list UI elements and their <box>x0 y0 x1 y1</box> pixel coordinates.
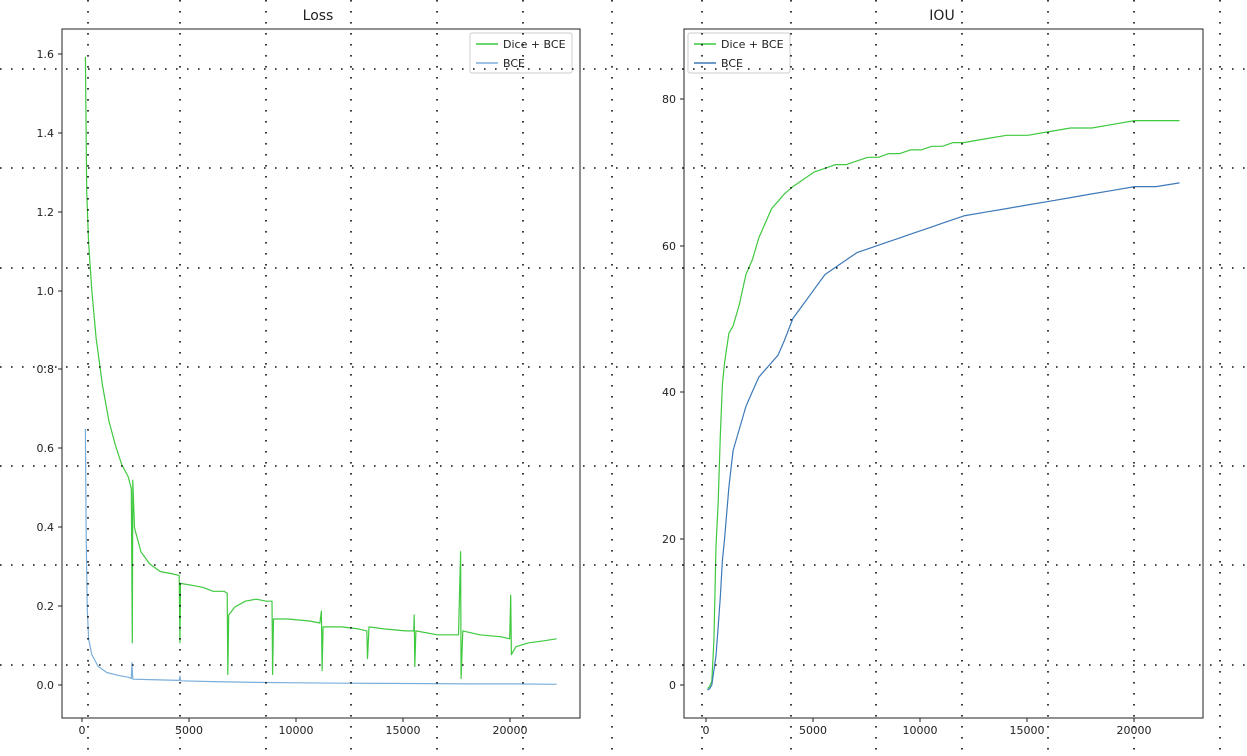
iou-x-ticks: 0 5000 10000 15000 20000 <box>703 718 1152 737</box>
loss-x-tick-label: 20000 <box>493 724 528 737</box>
iou-x-tick-label: 20000 <box>1117 724 1152 737</box>
loss-y-tick-label: 0.0 <box>37 679 55 692</box>
iou-y-ticks: 0 20 40 60 80 <box>662 93 684 692</box>
iou-legend-label: Dice + BCE <box>721 38 784 51</box>
iou-x-tick: 5000 <box>799 718 827 737</box>
loss-x-tick: 0 <box>79 718 86 737</box>
loss-y-tick-label: 1.4 <box>37 127 55 140</box>
loss-y-tick-label: 0.2 <box>37 600 55 613</box>
loss-y-tick: 1.4 <box>37 127 62 140</box>
loss-x-tick-label: 0 <box>79 724 86 737</box>
loss-y-tick: 1.6 <box>37 48 62 61</box>
loss-series-line-bce <box>84 428 557 685</box>
loss-y-tick: 0.0 <box>37 679 62 692</box>
iou-y-tick-label: 0 <box>669 679 676 692</box>
loss-x-tick-label: 10000 <box>279 724 314 737</box>
iou-series-line-dice-bce <box>707 120 1180 690</box>
loss-x-tick: 10000 <box>279 718 314 737</box>
iou-legend: Dice + BCE BCE <box>687 32 791 74</box>
iou-axes-frame <box>683 28 1204 719</box>
loss-legend: Dice + BCE BCE <box>469 32 573 74</box>
iou-x-tick-label: 10000 <box>903 724 938 737</box>
loss-legend-label: Dice + BCE <box>503 38 566 51</box>
loss-chart: Loss 0 5000 10000 15000 20000 0.0 0.2 0.… <box>37 8 581 737</box>
loss-y-tick-label: 0.6 <box>37 442 55 455</box>
loss-series-line-dice-bce <box>84 56 557 679</box>
loss-x-tick: 5000 <box>175 718 203 737</box>
iou-x-tick: 20000 <box>1117 718 1152 737</box>
loss-y-tick-label: 1.6 <box>37 48 55 61</box>
iou-y-tick-label: 20 <box>662 533 676 546</box>
loss-legend-label: BCE <box>503 57 525 70</box>
loss-y-tick-label: 1.2 <box>37 206 55 219</box>
loss-y-tick: 1.0 <box>37 285 62 298</box>
iou-y-tick: 80 <box>662 93 684 106</box>
iou-y-tick: 60 <box>662 240 684 253</box>
loss-y-tick-label: 1.0 <box>37 285 55 298</box>
loss-y-tick: 0.6 <box>37 442 62 455</box>
loss-x-ticks: 0 5000 10000 15000 20000 <box>79 718 528 737</box>
iou-y-tick: 20 <box>662 533 684 546</box>
iou-x-tick-label: 0 <box>703 724 710 737</box>
iou-x-tick-label: 5000 <box>799 724 827 737</box>
iou-y-tick: 0 <box>669 679 684 692</box>
loss-x-tick: 15000 <box>386 718 421 737</box>
loss-y-ticks: 0.0 0.2 0.4 0.6 0.8 1.0 1.2 1.4 1.6 <box>37 48 62 692</box>
loss-x-tick: 20000 <box>493 718 528 737</box>
iou-x-tick: 0 <box>703 718 710 737</box>
iou-y-tick-label: 60 <box>662 240 676 253</box>
loss-y-tick: 0.4 <box>37 521 62 534</box>
iou-x-tick: 10000 <box>903 718 938 737</box>
loss-plot-area <box>84 56 557 685</box>
iou-y-tick-label: 40 <box>662 386 676 399</box>
loss-x-tick-label: 15000 <box>386 724 421 737</box>
iou-chart-title: IOU <box>929 8 954 24</box>
loss-y-tick: 1.2 <box>37 206 62 219</box>
loss-y-tick-label: 0.8 <box>37 363 55 376</box>
iou-y-tick-label: 80 <box>662 93 676 106</box>
iou-x-tick: 15000 <box>1010 718 1045 737</box>
iou-series-line-bce <box>707 182 1180 691</box>
loss-chart-title: Loss <box>303 8 334 24</box>
iou-legend-label: BCE <box>721 57 743 70</box>
iou-plot-area <box>707 120 1180 691</box>
loss-axes-frame <box>61 28 581 719</box>
loss-y-tick: 0.2 <box>37 600 62 613</box>
iou-x-tick-label: 15000 <box>1010 724 1045 737</box>
loss-x-tick-label: 5000 <box>175 724 203 737</box>
iou-y-tick: 40 <box>662 386 684 399</box>
iou-chart: IOU 0 5000 10000 15000 20000 0 20 40 60 … <box>662 8 1204 737</box>
loss-y-tick-label: 0.4 <box>37 521 55 534</box>
loss-y-tick: 0.8 <box>37 363 62 376</box>
